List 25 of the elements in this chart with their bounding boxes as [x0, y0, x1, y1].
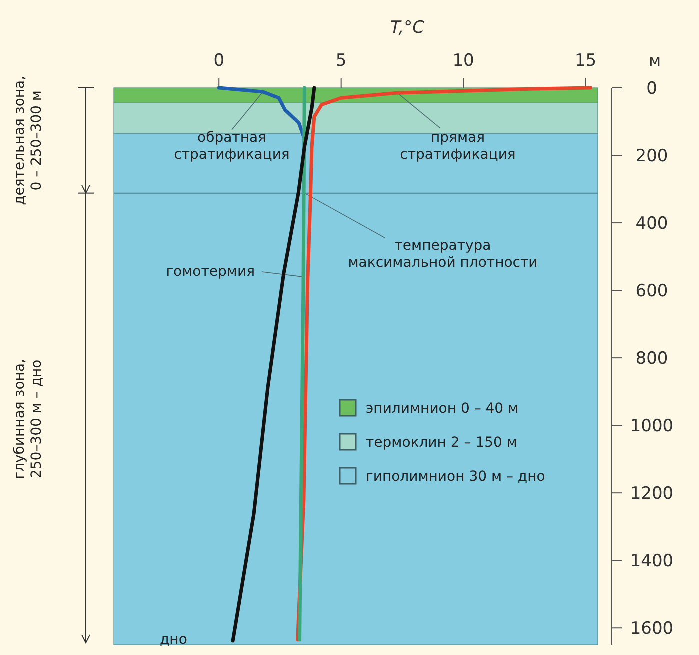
x-tick-label: 5 [336, 51, 347, 71]
text: глубинная зона, 250–300 м – дно [12, 359, 45, 480]
band-label: гиполимнион 30 м – дно [366, 469, 546, 485]
text: деятельная зона, 0 – 250–300 м [12, 76, 45, 206]
x-tick-label: 10 [452, 51, 474, 71]
x-tick-label: 0 [214, 51, 225, 71]
y-tick-label: 1400 [630, 552, 674, 572]
y-tick-label: 1000 [630, 416, 674, 437]
y-axis-title: м [648, 51, 662, 70]
annotation: обратная стратификация [174, 130, 290, 163]
annotation: температура максимальной плотности [348, 238, 538, 271]
legend-label: эпилимнион 0 – 40 м [366, 401, 519, 417]
y-tick-label: 400 [636, 214, 668, 234]
y-tick-label: 800 [636, 349, 668, 370]
y-tick-label: 0 [646, 79, 658, 99]
y-tick-label: 600 [636, 282, 668, 302]
y-tick-label: 200 [636, 146, 668, 167]
legend-label: термоклин 2 – 150 м [366, 435, 518, 451]
y-tick-label: 1200 [630, 484, 674, 504]
annotation: дно [160, 632, 188, 648]
y-tick-label: 1600 [630, 619, 674, 640]
x-tick-label: 15 [574, 51, 597, 71]
annotation: гомотермия [166, 264, 255, 280]
annotation: прямая стратификация [400, 130, 516, 163]
x-axis-title: T,°C [390, 18, 425, 38]
